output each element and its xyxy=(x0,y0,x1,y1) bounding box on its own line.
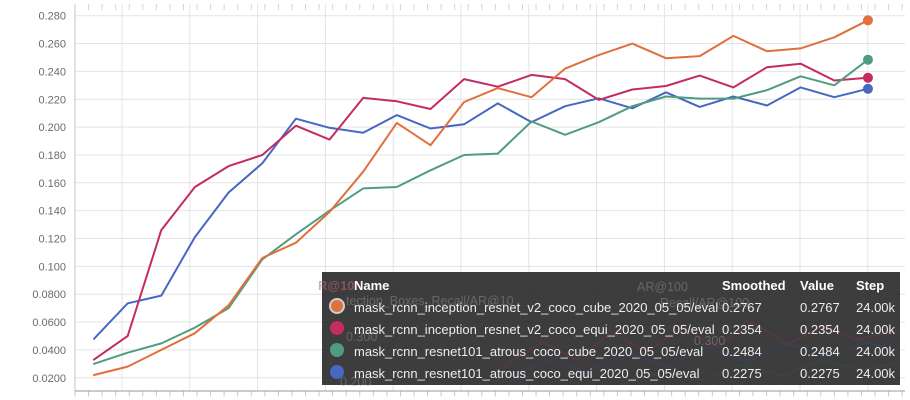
run-color-swatch xyxy=(330,364,344,379)
y-tick-label: 0.200 xyxy=(38,122,66,134)
tooltip-row: mask_rcnn_resnet101_atrous_coco_equi_202… xyxy=(322,362,900,384)
tooltip-row: mask_rcnn_inception_resnet_v2_coco_equi_… xyxy=(322,318,900,340)
run-step: 24.00k xyxy=(856,343,896,359)
run-color-swatch xyxy=(331,299,343,312)
y-tick-label: 0.160 xyxy=(38,178,66,190)
y-tick-label: 0.180 xyxy=(38,150,66,162)
run-name: mask_rcnn_resnet101_atrous_coco_cube_202… xyxy=(354,343,704,359)
series-end-dot xyxy=(862,15,873,26)
series-line xyxy=(93,58,869,365)
run-name: mask_rcnn_inception_resnet_v2_coco_equi_… xyxy=(354,321,715,337)
run-step: 24.00k xyxy=(856,299,896,315)
y-tick-label: 0.220 xyxy=(38,94,66,106)
y-tick-label: 0.100 xyxy=(38,261,66,273)
y-tick-label: 0.0600 xyxy=(32,317,66,329)
run-smoothed: 0.2484 xyxy=(722,343,762,359)
y-tick-label: 0.0400 xyxy=(32,345,66,357)
run-value: 0.2354 xyxy=(800,321,840,337)
series-end-dot xyxy=(862,54,873,65)
series-end-dot xyxy=(862,72,873,83)
y-tick-label: 0.280 xyxy=(38,11,66,23)
y-tick-label: 0.240 xyxy=(38,66,66,78)
series-line xyxy=(93,19,869,376)
run-name: mask_rcnn_resnet101_atrous_coco_equi_202… xyxy=(354,365,700,381)
run-smoothed: 0.2275 xyxy=(722,365,762,381)
y-tick-label: 0.120 xyxy=(38,234,66,246)
tooltip-header-smoothed: Smoothed xyxy=(722,278,786,293)
series-end-dot xyxy=(862,83,873,94)
run-value: 0.2275 xyxy=(800,365,840,381)
run-value: 0.2484 xyxy=(800,343,840,359)
tooltip-header-value: Value xyxy=(800,278,834,293)
run-step: 24.00k xyxy=(856,321,896,337)
y-tick-label: 0.0200 xyxy=(32,373,66,385)
hover-tooltip: R@10 AR@100 tection_Boxes_Recall/AR@10 R… xyxy=(318,272,900,389)
tooltip-header-name: Name xyxy=(354,278,390,293)
y-tick-label: 0.260 xyxy=(38,39,66,51)
run-color-swatch xyxy=(330,320,344,335)
run-step: 24.00k xyxy=(856,365,896,381)
run-smoothed: 0.2767 xyxy=(722,299,762,315)
run-color-swatch xyxy=(330,342,344,357)
tooltip-header-row: Name Smoothed Value Step xyxy=(322,272,900,296)
run-smoothed: 0.2354 xyxy=(722,321,762,337)
y-tick-label: 0.0800 xyxy=(32,289,66,301)
run-value: 0.2767 xyxy=(800,299,840,315)
tooltip-row: mask_rcnn_resnet101_atrous_coco_cube_202… xyxy=(322,340,900,362)
run-name: mask_rcnn_inception_resnet_v2_coco_cube_… xyxy=(354,299,719,315)
tooltip-header-step: Step xyxy=(856,278,885,293)
y-tick-label: 0.140 xyxy=(38,206,66,218)
series-line xyxy=(93,62,869,361)
tooltip-row: mask_rcnn_inception_resnet_v2_coco_cube_… xyxy=(322,296,900,318)
